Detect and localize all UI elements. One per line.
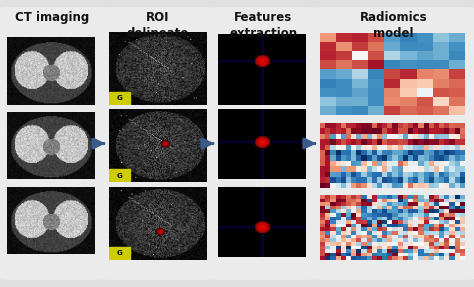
FancyArrowPatch shape	[304, 139, 314, 148]
FancyBboxPatch shape	[209, 7, 318, 280]
FancyArrowPatch shape	[93, 139, 103, 148]
Text: Features
extraction: Features extraction	[229, 11, 297, 40]
Text: Radiomics
model: Radiomics model	[360, 11, 427, 40]
Text: ROI
delineate: ROI delineate	[126, 11, 189, 40]
FancyBboxPatch shape	[0, 7, 107, 280]
FancyArrowPatch shape	[202, 139, 212, 148]
Text: CT imaging: CT imaging	[15, 11, 89, 24]
FancyBboxPatch shape	[310, 7, 474, 280]
FancyBboxPatch shape	[100, 7, 216, 280]
